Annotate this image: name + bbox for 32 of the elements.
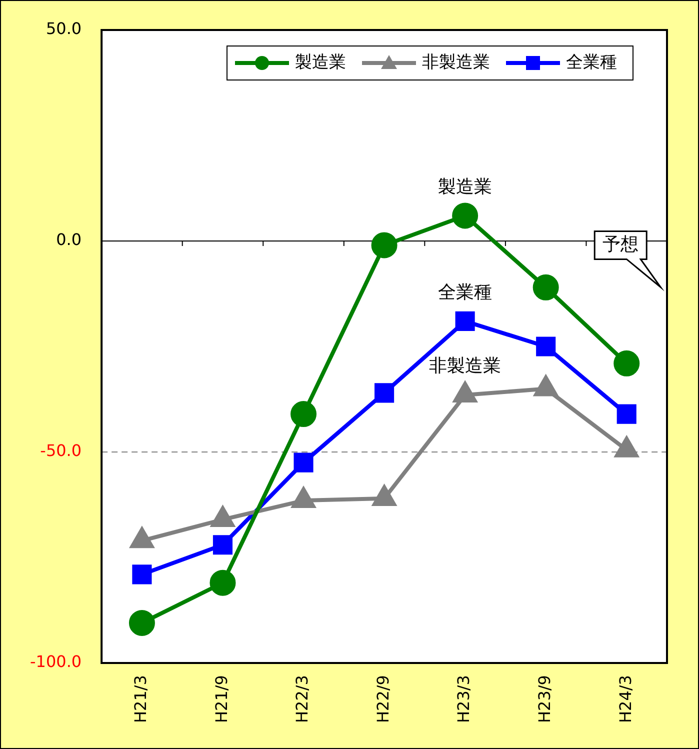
y-tick-label: -50.0 bbox=[40, 441, 82, 460]
y-tick-label: 50.0 bbox=[46, 19, 82, 38]
point bbox=[614, 350, 640, 376]
point bbox=[132, 564, 152, 584]
x-tick-label: H21/9 bbox=[212, 675, 231, 724]
legend-label: 非製造業 bbox=[422, 52, 490, 72]
point bbox=[452, 202, 478, 229]
y-tick-label: 0.0 bbox=[56, 230, 82, 250]
annotation: 製造業 bbox=[438, 176, 492, 198]
point bbox=[294, 452, 314, 472]
x-tick-label: H22/9 bbox=[373, 675, 392, 724]
legend-label: 製造業 bbox=[295, 52, 346, 72]
x-tick-label: H22/3 bbox=[292, 675, 312, 724]
legend-label: 全業種 bbox=[566, 52, 617, 72]
x-tick-label: H21/3 bbox=[131, 675, 150, 724]
point bbox=[536, 336, 556, 356]
point bbox=[128, 610, 155, 636]
x-tick-label: H23/3 bbox=[454, 675, 474, 724]
point bbox=[210, 570, 236, 596]
point bbox=[371, 232, 398, 258]
y-tick-label: -100.0 bbox=[30, 652, 82, 672]
point bbox=[374, 383, 394, 403]
point bbox=[532, 274, 559, 300]
point bbox=[212, 535, 233, 555]
point bbox=[455, 311, 475, 331]
annotation: 予想 bbox=[602, 234, 639, 255]
point bbox=[616, 404, 636, 424]
annotation: 全業種 bbox=[438, 282, 492, 303]
x-tick-label: H24/3 bbox=[616, 675, 635, 724]
annotation: 非製造業 bbox=[429, 356, 502, 377]
point bbox=[290, 401, 317, 428]
x-tick-label: H23/9 bbox=[534, 675, 554, 724]
